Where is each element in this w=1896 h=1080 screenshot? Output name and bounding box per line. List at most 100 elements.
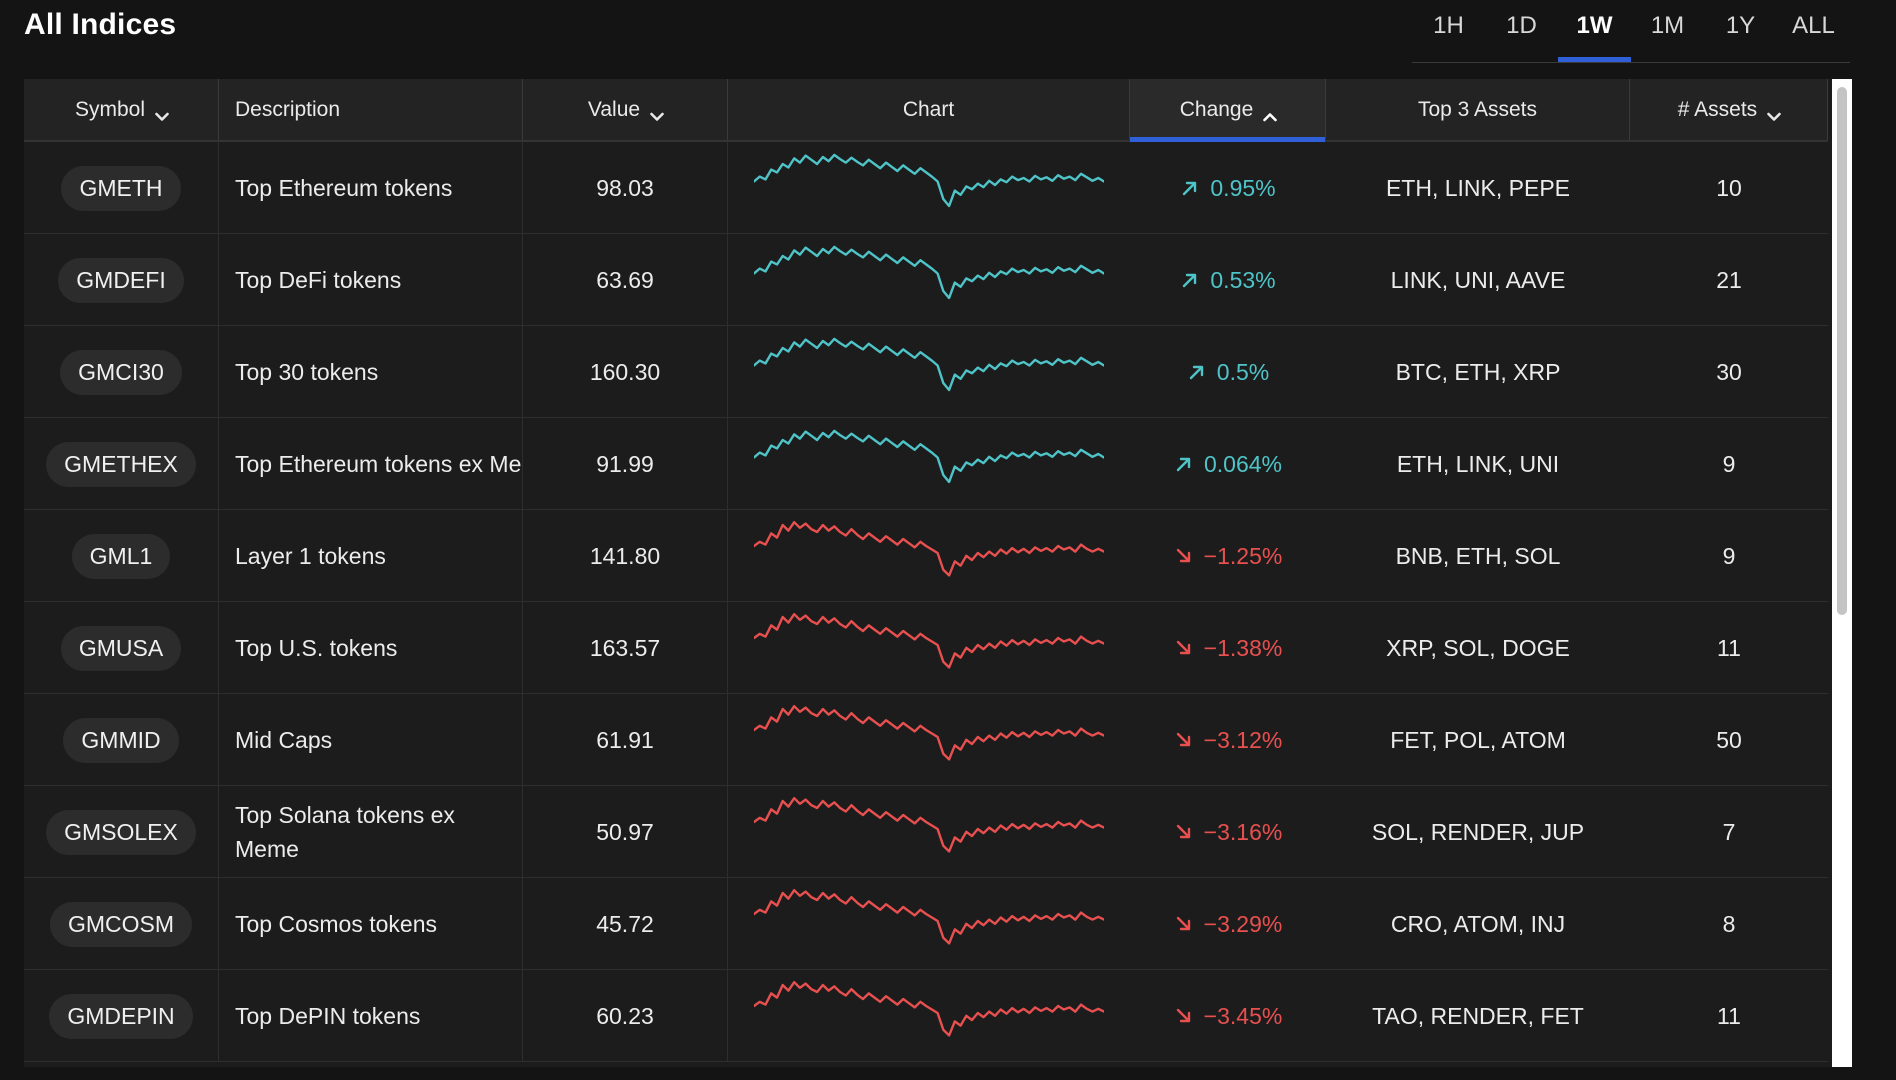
sparkline-cell [728, 326, 1130, 418]
header-symbol[interactable]: Symbol [24, 79, 219, 140]
sparkline-chart [752, 515, 1106, 597]
table-row[interactable]: GMCI30 Top 30 tokens 160.30 0.5% BTC, ET… [24, 326, 1828, 418]
header-assets[interactable]: # Assets [1630, 79, 1828, 140]
tab-1m[interactable]: 1M [1650, 12, 1685, 39]
value-cell: 50.97 [523, 786, 728, 878]
value-cell: 60.23 [523, 970, 728, 1062]
value-cell: 160.30 [523, 326, 728, 418]
change-text: −3.16% [1203, 818, 1283, 845]
arrow-up-right-icon [1174, 454, 1194, 474]
change-value: −3.29% [1174, 910, 1283, 938]
chevron-down-icon [1767, 104, 1781, 121]
table-row[interactable]: GMETH Top Ethereum tokens 98.03 0.95% ET… [24, 142, 1828, 234]
change-cell: 0.5% [1130, 326, 1326, 418]
sparkline-cell [728, 694, 1130, 786]
symbol-cell: GMCI30 [24, 326, 219, 418]
change-cell: 0.95% [1130, 142, 1326, 234]
change-value: 0.95% [1180, 174, 1276, 202]
tab-1y[interactable]: 1Y [1725, 12, 1756, 39]
symbol-cell: GMDEPIN [24, 970, 219, 1062]
sparkline-chart [752, 883, 1106, 965]
tab-1w[interactable]: 1W [1558, 0, 1631, 62]
change-value: −3.16% [1174, 818, 1283, 846]
top3-cell: ETH, LINK, PEPE [1385, 174, 1571, 201]
table-row[interactable]: GML1 Layer 1 tokens 141.80 −1.25% BNB, E… [24, 510, 1828, 602]
top3-cell: XRP, SOL, DOGE [1386, 634, 1570, 661]
top3-cell: CRO, ATOM, INJ [1390, 910, 1566, 937]
sparkline-cell [728, 142, 1130, 234]
change-text: 0.95% [1210, 174, 1276, 201]
header-value[interactable]: Value [523, 79, 728, 140]
header-symbol-label: Symbol [74, 97, 146, 121]
header-value-label: Value [587, 97, 641, 121]
change-text: 0.064% [1203, 450, 1282, 477]
description-cell: Top Ethereum tokens ex Me [219, 418, 523, 510]
change-text: 0.53% [1210, 266, 1276, 293]
sparkline-cell [728, 234, 1130, 326]
assets-cell: 7 [1722, 818, 1736, 845]
table-row[interactable]: GMMID Mid Caps 61.91 −3.12% FET, POL, AT… [24, 694, 1828, 786]
table-row[interactable]: GMDEPIN Top DePIN tokens 60.23 −3.45% TA… [24, 970, 1828, 1062]
change-text: 0.5% [1216, 358, 1270, 385]
symbol-badge: GMDEPIN [49, 993, 193, 1039]
sparkline-cell [728, 510, 1130, 602]
change-cell: 0.064% [1130, 418, 1326, 510]
assets-cell: 10 [1716, 174, 1742, 201]
table-row[interactable]: GMUSA Top U.S. tokens 163.57 −1.38% XRP,… [24, 602, 1828, 694]
arrow-up-right-icon [1180, 178, 1200, 198]
assets-cell: 50 [1716, 726, 1742, 753]
sparkline-cell [728, 602, 1130, 694]
indices-table: Symbol Description Value Chart Change To… [24, 79, 1852, 1067]
table-row[interactable]: GMETHEX Top Ethereum tokens ex Me 91.99 … [24, 418, 1828, 510]
assets-cell: 30 [1716, 358, 1742, 385]
symbol-cell: GMETH [24, 142, 219, 234]
symbol-badge: GMUSA [60, 625, 182, 671]
arrow-down-right-icon [1174, 546, 1194, 566]
change-value: 0.064% [1174, 451, 1282, 478]
header-change[interactable]: Change [1130, 79, 1326, 142]
table-row[interactable]: GMSOLEX Top Solana tokens ex Meme 50.97 … [24, 786, 1828, 878]
change-cell: 0.53% [1130, 234, 1326, 326]
scrollbar-thumb[interactable] [1837, 87, 1847, 615]
value-cell: 163.57 [523, 602, 728, 694]
top3-cell: FET, POL, ATOM [1390, 726, 1566, 753]
change-text: −1.38% [1203, 634, 1283, 661]
tab-all[interactable]: ALL [1792, 12, 1835, 39]
assets-cell: 21 [1716, 266, 1742, 293]
symbol-badge: GMMID [63, 717, 179, 763]
top3-cell: BNB, ETH, SOL [1395, 542, 1561, 569]
description-cell: Layer 1 tokens [219, 510, 523, 602]
value-cell: 45.72 [523, 878, 728, 970]
tab-1h[interactable]: 1H [1433, 12, 1464, 39]
header-chart: Chart [728, 79, 1130, 140]
value-cell: 63.69 [523, 234, 728, 326]
arrow-down-right-icon [1174, 914, 1194, 934]
vertical-scrollbar[interactable] [1832, 79, 1852, 1067]
sparkline-chart [752, 975, 1106, 1057]
symbol-cell: GMETHEX [24, 418, 219, 510]
table-row[interactable]: GMDEFI Top DeFi tokens 63.69 0.53% LINK,… [24, 234, 1828, 326]
symbol-badge: GML1 [71, 533, 171, 579]
symbol-badge: GMCOSM [49, 901, 193, 947]
description-cell: Top U.S. tokens [219, 602, 523, 694]
sparkline-chart [752, 239, 1106, 321]
table-header: Symbol Description Value Chart Change To… [24, 79, 1828, 142]
arrow-down-right-icon [1174, 822, 1194, 842]
table-row[interactable]: GMCOSM Top Cosmos tokens 45.72 −3.29% CR… [24, 878, 1828, 970]
change-value: −1.25% [1174, 543, 1282, 570]
header-description[interactable]: Description [219, 79, 523, 140]
sparkline-cell [728, 786, 1130, 878]
description-cell: Top Cosmos tokens [219, 878, 523, 970]
chevron-down-icon [650, 104, 664, 121]
header-chart-label: Chart [902, 97, 955, 121]
symbol-cell: GMDEFI [24, 234, 219, 326]
change-text: −3.29% [1203, 910, 1283, 937]
header-description-label: Description [235, 97, 341, 121]
change-value: 0.53% [1180, 266, 1276, 294]
header-top3: Top 3 Assets [1326, 79, 1630, 140]
table-body: GMETH Top Ethereum tokens 98.03 0.95% ET… [24, 142, 1828, 1062]
assets-cell: 11 [1717, 1002, 1741, 1029]
symbol-cell: GMCOSM [24, 878, 219, 970]
tab-1d[interactable]: 1D [1506, 12, 1537, 39]
symbol-badge: GMETHEX [46, 441, 196, 487]
